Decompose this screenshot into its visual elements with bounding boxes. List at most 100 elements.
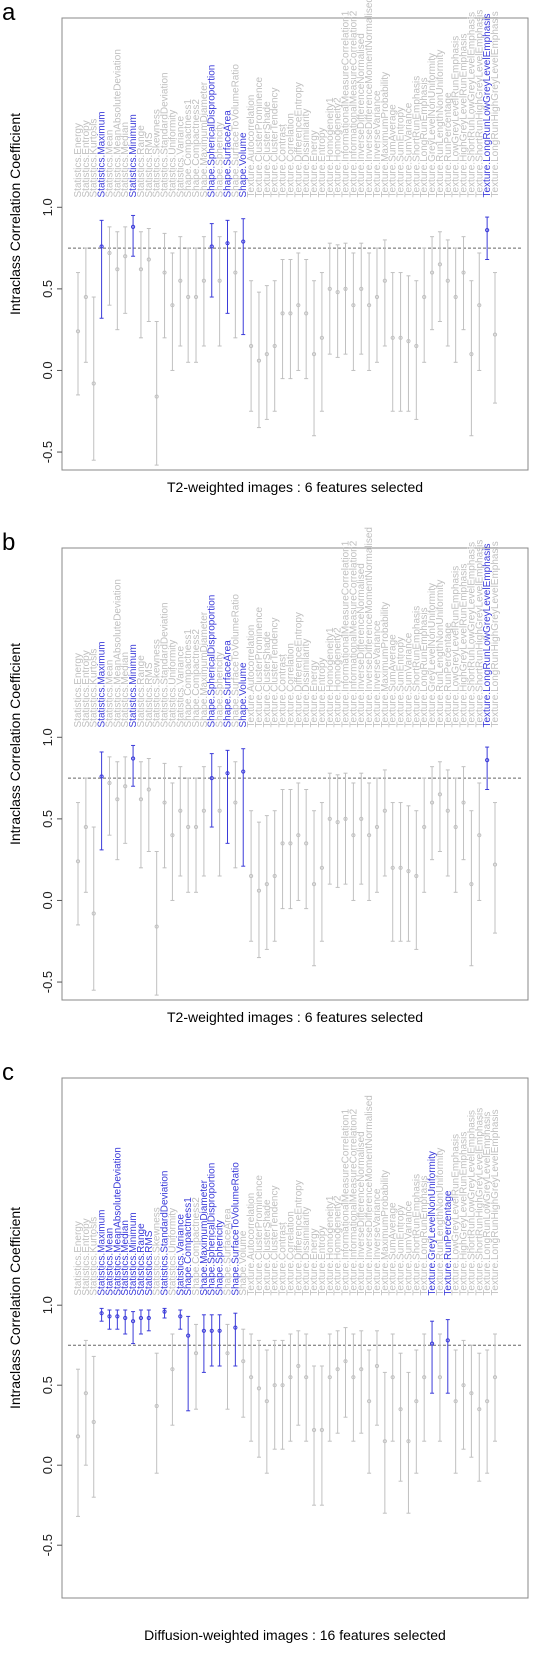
category-label: Texture.SumVariance	[403, 102, 414, 197]
category-label: Statistics.Minimum	[128, 114, 139, 197]
point	[359, 816, 364, 821]
point	[123, 784, 128, 789]
category-label: Texture.LongRunHighGreyLevelEmphasis	[490, 541, 501, 727]
category-label: Texture.ShortRunEmphasis	[411, 1174, 422, 1296]
point	[437, 792, 443, 797]
category-label: Statistics.StandardDeviation	[160, 72, 171, 197]
category-label: Texture.Homogeneity2	[333, 627, 344, 727]
category-label: Texture.Contrast	[278, 1222, 289, 1296]
category-label: Statistics.Uniformity	[167, 110, 178, 198]
point	[390, 335, 395, 340]
category-label: Texture.LowGreyLevelRunEmphasis	[451, 566, 462, 728]
point	[311, 352, 317, 357]
point	[91, 1419, 96, 1425]
category-label: Texture.InverseDifferenceMomentNormalise…	[364, 527, 375, 727]
point	[193, 824, 199, 830]
panel-label: a	[2, 0, 16, 26]
point	[162, 270, 167, 275]
point	[138, 267, 144, 272]
y-tick-label: 0.0	[40, 1456, 55, 1474]
point	[429, 800, 435, 805]
category-label: Statistics.Maximum	[97, 111, 108, 197]
point	[327, 816, 332, 821]
point	[241, 1359, 246, 1364]
category-label: Texture.Entropy	[317, 657, 328, 727]
panel-label: b	[2, 529, 15, 556]
category-label: Texture.InformationalMeasureCorrelation1	[341, 10, 352, 197]
point	[311, 882, 317, 887]
category-label: Texture.ClusterProminence	[254, 76, 265, 197]
point	[178, 808, 183, 813]
point	[186, 1333, 191, 1338]
category-label: Texture.LowGreyLevelRunEmphasis	[451, 36, 462, 198]
y-tick-label: 1.0	[40, 198, 55, 216]
category-label: Shape.Volume	[238, 662, 249, 727]
y-tick-label: 0.5	[40, 1376, 55, 1394]
point	[343, 286, 348, 291]
category-label: Texture.Energy	[309, 660, 320, 727]
y-tick-label: 0.0	[40, 891, 55, 909]
category-label: Texture.DifferenceEntropy	[293, 612, 304, 727]
point	[83, 824, 88, 830]
point	[233, 270, 238, 275]
category-label: Texture.LongRunLowGreyLevelEmphasis	[482, 1112, 493, 1296]
category-label: Texture.Autocorrelation	[246, 95, 257, 198]
point	[107, 250, 112, 256]
category-label: Texture.ShortRunLowGreyLevelEmphasis	[466, 542, 477, 728]
category-label: Statistics.Mean	[104, 1228, 115, 1296]
point	[146, 787, 151, 792]
category-label: Texture.ShortRunHighGreyLevelEmphasis	[474, 540, 485, 728]
category-label: Shape.Volume	[238, 1230, 249, 1295]
point	[296, 1363, 301, 1369]
point	[280, 1383, 285, 1388]
point	[217, 1328, 222, 1333]
point	[280, 841, 285, 846]
point	[146, 1315, 151, 1321]
category-label: Statistics.Minimum	[128, 644, 139, 727]
category-label: Shape.Sphericity	[215, 652, 226, 728]
point	[75, 1434, 81, 1439]
point	[461, 800, 466, 805]
point	[304, 1375, 309, 1380]
category-label: Texture.Correlation	[285, 113, 296, 197]
category-label: Statistics.Uniformity	[167, 1208, 178, 1296]
category-label: Texture.Autocorrelation	[246, 1193, 257, 1296]
category-label: Texture.InformationalMeasureCorrelation2	[348, 540, 359, 727]
category-label: Shape.SphericalDisproportion	[207, 65, 218, 198]
y-tick-label: 0.5	[40, 280, 55, 298]
point	[75, 329, 81, 334]
category-label: Shape.Compactness1	[183, 99, 194, 198]
point	[178, 1314, 183, 1319]
category-label: Texture.Correlation	[285, 643, 296, 727]
category-label: Statistics.Kurtosis	[89, 119, 100, 198]
point	[492, 332, 498, 337]
point	[83, 294, 88, 300]
category-label: Shape.MaximumDiameter	[199, 81, 210, 197]
category-label: Texture.Homogeneity1	[325, 627, 336, 727]
category-label: Statistics.Kurtosis	[89, 649, 100, 728]
point	[359, 286, 364, 291]
category-label: Statistics.Median	[120, 122, 131, 198]
point	[130, 224, 136, 229]
point	[374, 1363, 380, 1369]
category-label: Texture.SumEntropy	[396, 637, 407, 728]
category-label: Texture.InverseDifferenceNormalised	[356, 563, 367, 727]
category-label: Statistics.Minimum	[128, 1212, 139, 1295]
point	[374, 824, 380, 830]
point	[351, 833, 356, 838]
point	[414, 873, 419, 879]
category-label: Texture.ShortRunLowGreyLevelEmphasis	[466, 1110, 477, 1296]
category-label: Statistics.Variance	[175, 116, 186, 198]
y-axis-label: Intraclass Correlation Coefficient	[7, 1207, 23, 1409]
category-label: Texture.RunLengthNonUniformity	[435, 50, 446, 198]
category-label: Texture.Entropy	[317, 1226, 328, 1296]
category-label: Texture.InverseDifferenceMomentNormalise…	[364, 1095, 375, 1295]
y-tick-label: 1.0	[40, 1296, 55, 1314]
point	[99, 244, 104, 249]
point	[335, 1367, 340, 1372]
y-axis-label: Intraclass Correlation Coefficient	[7, 113, 23, 315]
category-label: Texture.MaximumProbability	[380, 602, 391, 728]
category-label: Statistics.StandardDeviation	[160, 602, 171, 727]
point	[170, 833, 175, 838]
category-label: Texture.SumVariance	[403, 632, 414, 727]
